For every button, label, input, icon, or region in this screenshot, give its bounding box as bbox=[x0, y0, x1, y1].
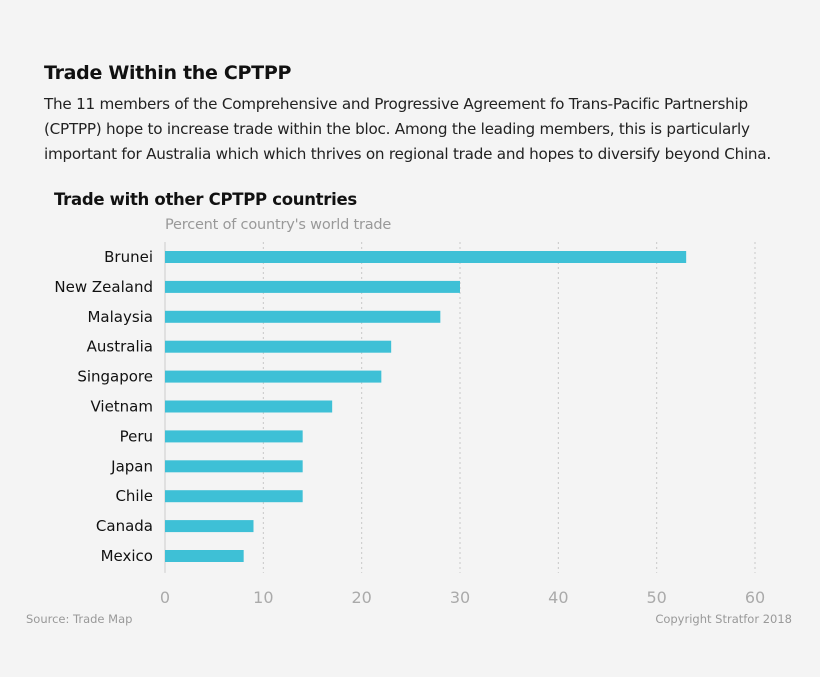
category-label: Canada bbox=[96, 517, 153, 535]
bar-vietnam bbox=[165, 400, 333, 413]
category-label: Peru bbox=[120, 427, 153, 445]
x-tick-label: 30 bbox=[450, 588, 470, 607]
category-label: Vietnam bbox=[90, 398, 153, 416]
x-tick-label: 0 bbox=[160, 588, 170, 607]
bar-peru bbox=[165, 430, 303, 443]
bar-mexico bbox=[165, 550, 244, 562]
x-axis-label: Percent of country's world trade bbox=[165, 217, 392, 233]
source-note: Source: Trade Map bbox=[26, 612, 133, 626]
bar-australia bbox=[165, 340, 392, 353]
bar-singapore bbox=[165, 370, 382, 383]
bar-malaysia bbox=[165, 310, 441, 323]
x-tick-label: 60 bbox=[745, 588, 765, 607]
category-label: New Zealand bbox=[54, 278, 153, 296]
page-title: Trade Within the CPTPP bbox=[44, 62, 292, 84]
bar-canada bbox=[165, 520, 254, 533]
x-tick-label: 50 bbox=[646, 588, 666, 607]
copyright-note: Copyright Stratfor 2018 bbox=[655, 612, 792, 626]
bar-brunei bbox=[165, 251, 687, 263]
category-label: Mexico bbox=[101, 547, 153, 565]
bar-new-zealand bbox=[165, 280, 460, 293]
bar-chile bbox=[165, 490, 303, 503]
x-tick-label: 40 bbox=[548, 588, 568, 607]
category-label: Brunei bbox=[104, 248, 153, 266]
category-label: Chile bbox=[115, 487, 153, 505]
category-label: Australia bbox=[87, 338, 153, 356]
x-tick-label: 20 bbox=[351, 588, 371, 607]
category-label: Singapore bbox=[77, 368, 153, 386]
chart-title: Trade with other CPTPP countries bbox=[54, 190, 357, 209]
bar-japan bbox=[165, 460, 303, 473]
category-label: Japan bbox=[110, 457, 153, 475]
page-subtitle: The 11 members of the Comprehensive and … bbox=[44, 95, 771, 163]
x-tick-label: 10 bbox=[253, 588, 273, 607]
category-label: Malaysia bbox=[87, 308, 153, 326]
